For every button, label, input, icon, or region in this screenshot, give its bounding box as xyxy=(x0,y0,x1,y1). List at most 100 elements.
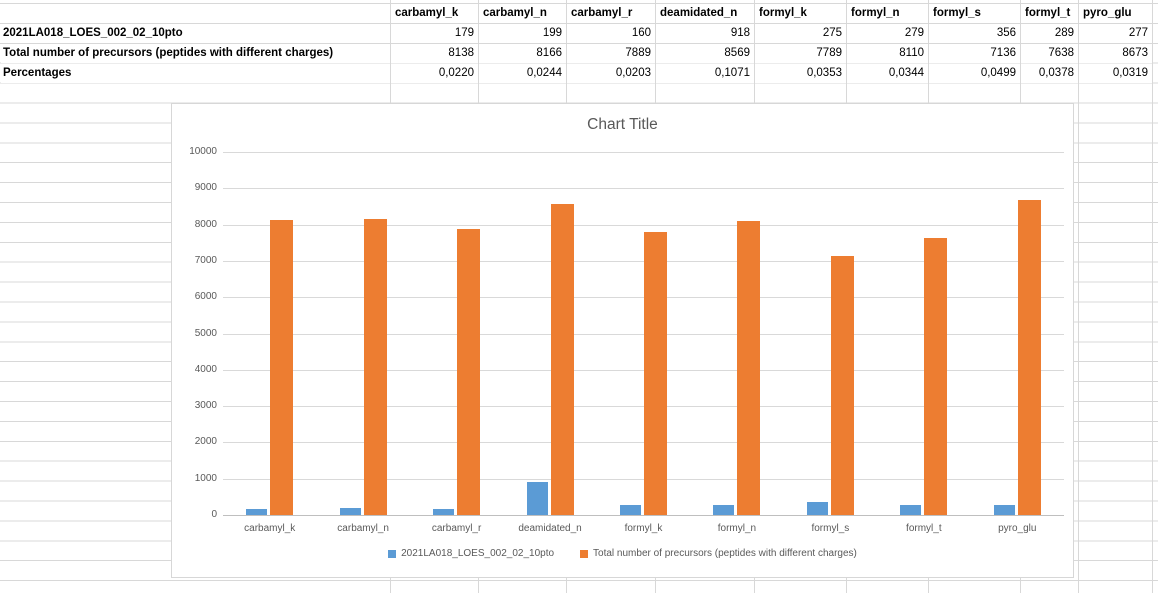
x-axis-label: carbamyl_k xyxy=(244,523,296,534)
column-header-pyro_glu[interactable]: pyro_glu xyxy=(1079,4,1152,23)
x-axis-label: carbamyl_n xyxy=(337,523,389,534)
chart-gridline xyxy=(223,406,1064,408)
bar-series1-carbamyl_r[interactable] xyxy=(433,509,455,515)
bar-series2-carbamyl_n[interactable] xyxy=(363,218,387,515)
chart-gridline xyxy=(223,478,1064,480)
table-cell[interactable]: 0,0499 xyxy=(929,63,1020,83)
chart-gridline xyxy=(223,369,1064,371)
table-cell[interactable]: 0,0353 xyxy=(755,63,846,83)
y-axis-label: 2000 xyxy=(194,436,217,448)
column-header-carbamyl_k[interactable]: carbamyl_k xyxy=(391,4,478,23)
table-cell[interactable]: 289 xyxy=(1021,23,1078,43)
sheet-gridline xyxy=(1078,0,1079,593)
row-label[interactable]: Total number of precursors (peptides wit… xyxy=(1,43,390,63)
legend-item-series2[interactable]: Total number of precursors (peptides wit… xyxy=(580,548,857,559)
table-cell[interactable]: 0,0203 xyxy=(567,63,655,83)
legend-label: 2021LA018_LOES_002_02_10pto xyxy=(401,548,555,559)
chart-legend: 2021LA018_LOES_002_02_10pto Total number … xyxy=(172,548,1073,559)
table-cell[interactable]: 0,0319 xyxy=(1079,63,1152,83)
table-cell[interactable]: 7789 xyxy=(755,43,846,63)
y-axis-label: 7000 xyxy=(194,254,217,266)
bar-series1-formyl_s[interactable] xyxy=(806,502,828,515)
bar-series2-deamidated_n[interactable] xyxy=(550,203,574,515)
y-axis-label: 5000 xyxy=(194,327,217,339)
chart-gridline xyxy=(223,442,1064,444)
table-cell[interactable]: 918 xyxy=(656,23,754,43)
table-cell[interactable]: 0,0244 xyxy=(479,63,566,83)
table-cell[interactable]: 356 xyxy=(929,23,1020,43)
bar-series1-formyl_k[interactable] xyxy=(620,505,641,515)
y-axis-label: 9000 xyxy=(194,182,217,194)
y-axis-label: 4000 xyxy=(194,363,217,375)
table-cell[interactable]: 8138 xyxy=(391,43,478,63)
bar-series2-pyro_glu[interactable] xyxy=(1017,200,1041,515)
x-axis-label: formyl_n xyxy=(717,523,757,534)
bar-series2-formyl_k[interactable] xyxy=(644,232,667,515)
y-axis-label: 1000 xyxy=(194,472,217,484)
bar-series2-carbamyl_k[interactable] xyxy=(270,219,294,515)
row-label[interactable]: Percentages xyxy=(1,63,390,83)
table-cell[interactable]: 0,1071 xyxy=(656,63,754,83)
table-cell[interactable]: 277 xyxy=(1079,23,1152,43)
table-cell[interactable]: 275 xyxy=(755,23,846,43)
column-header-carbamyl_r[interactable]: carbamyl_r xyxy=(567,4,655,23)
table-cell[interactable]: 0,0344 xyxy=(847,63,928,83)
column-header-formyl_t[interactable]: formyl_t xyxy=(1021,4,1078,23)
y-axis-label: 6000 xyxy=(194,291,217,303)
bar-series2-formyl_t[interactable] xyxy=(924,237,948,515)
x-axis-label: deamidated_n xyxy=(518,523,582,534)
chart-gridline xyxy=(223,333,1064,335)
chart-gridline xyxy=(223,188,1064,190)
table-cell[interactable]: 7889 xyxy=(567,43,655,63)
table-cell[interactable]: 160 xyxy=(567,23,655,43)
y-axis-label: 3000 xyxy=(194,400,217,412)
table-cell[interactable]: 8110 xyxy=(847,43,928,63)
legend-swatch-icon xyxy=(388,549,397,558)
column-header-formyl_n[interactable]: formyl_n xyxy=(847,4,928,23)
chart-title[interactable]: Chart Title xyxy=(587,116,658,133)
chart-gridline xyxy=(223,260,1064,262)
table-cell[interactable]: 8166 xyxy=(479,43,566,63)
x-axis-label: carbamyl_r xyxy=(431,523,482,534)
row-label[interactable]: 2021LA018_LOES_002_02_10pto xyxy=(1,23,390,43)
bar-series2-formyl_n[interactable] xyxy=(737,220,761,515)
y-axis-label: 10000 xyxy=(189,146,217,157)
y-axis-label: 0 xyxy=(211,509,217,520)
bar-series1-formyl_n[interactable] xyxy=(713,504,735,515)
bar-series2-carbamyl_r[interactable] xyxy=(457,228,481,515)
bar-series1-carbamyl_n[interactable] xyxy=(339,507,361,515)
table-cell[interactable]: 0,0220 xyxy=(391,63,478,83)
table-cell[interactable]: 8569 xyxy=(656,43,754,63)
column-header-deamidated_n[interactable]: deamidated_n xyxy=(656,4,754,23)
bar-series1-formyl_t[interactable] xyxy=(900,504,922,515)
table-cell[interactable]: 7638 xyxy=(1021,43,1078,63)
chart-gridline xyxy=(223,515,1064,516)
table-cell[interactable]: 7136 xyxy=(929,43,1020,63)
chart-gridline xyxy=(223,224,1064,226)
x-axis-label: formyl_k xyxy=(624,523,663,534)
bar-series1-pyro_glu[interactable] xyxy=(993,504,1015,515)
y-axis-label: 8000 xyxy=(194,218,217,230)
chart-gridline xyxy=(223,152,1064,153)
bar-series2-formyl_s[interactable] xyxy=(830,255,854,515)
sheet-gridline xyxy=(1152,0,1153,593)
legend-label: Total number of precursors (peptides wit… xyxy=(593,548,857,559)
table-cell[interactable]: 199 xyxy=(479,23,566,43)
chart-gridline xyxy=(223,297,1064,299)
table-cell[interactable]: 179 xyxy=(391,23,478,43)
column-header-formyl_k[interactable]: formyl_k xyxy=(755,4,846,23)
table-cell[interactable]: 8673 xyxy=(1079,43,1152,63)
chart[interactable]: Chart Title 0 1000 2000 3000 4000 5000 6000 700… xyxy=(171,103,1074,578)
column-header-carbamyl_n[interactable]: carbamyl_n xyxy=(479,4,566,23)
table-cell[interactable]: 279 xyxy=(847,23,928,43)
bar-series1-deamidated_n[interactable] xyxy=(526,481,548,515)
x-axis-label: formyl_s xyxy=(811,523,850,534)
legend-swatch-icon xyxy=(580,549,589,558)
table-cell[interactable]: 0,0378 xyxy=(1021,63,1078,83)
column-header-formyl_s[interactable]: formyl_s xyxy=(929,4,1020,23)
legend-item-series1[interactable]: 2021LA018_LOES_002_02_10pto xyxy=(388,548,554,559)
x-axis-label: pyro_glu xyxy=(998,523,1037,534)
bar-series1-carbamyl_k[interactable] xyxy=(246,508,268,515)
x-axis-label: formyl_t xyxy=(906,523,942,534)
